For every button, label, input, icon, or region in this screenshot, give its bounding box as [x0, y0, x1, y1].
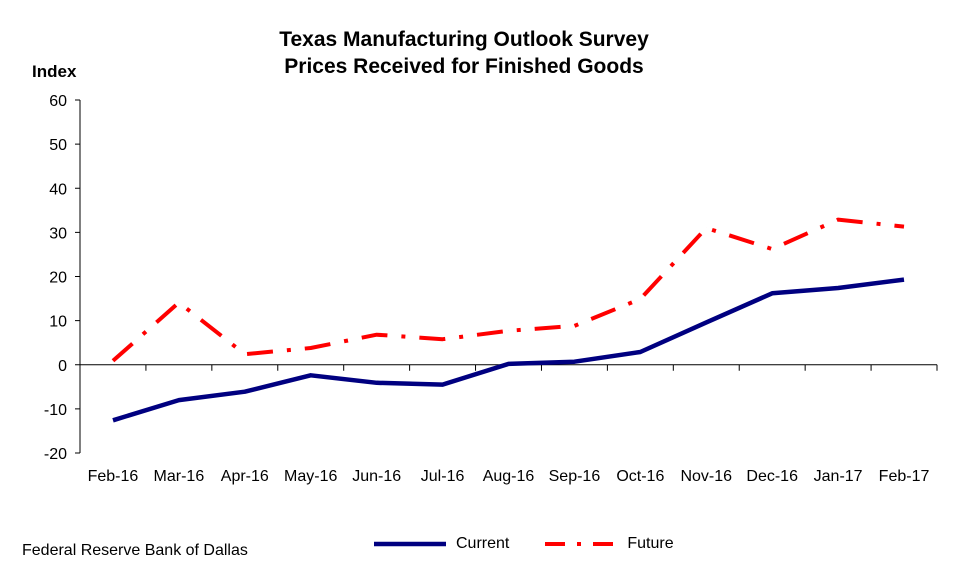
y-tick-label: 10 [49, 314, 67, 331]
x-tick-label: Mar-16 [154, 468, 205, 485]
x-tick-label: Feb-16 [88, 468, 139, 485]
x-tick-label: Feb-17 [879, 468, 930, 485]
y-tick-label: -20 [44, 446, 67, 463]
chart-title: Texas Manufacturing Outlook Survey [279, 28, 649, 51]
legend-label-future: Future [627, 535, 674, 552]
legend: Current Future [372, 535, 708, 553]
y-tick-label: 30 [49, 225, 67, 242]
y-tick-label: 0 [58, 358, 67, 375]
legend-item-future: Future [543, 535, 674, 553]
source-note: Federal Reserve Bank of Dallas [22, 542, 248, 559]
x-tick-label: Oct-16 [616, 468, 664, 485]
legend-swatch-future [545, 542, 618, 546]
x-tick-label: Sep-16 [549, 468, 601, 485]
series-line-current [112, 277, 905, 423]
y-tick-label: 50 [49, 137, 67, 154]
y-tick-label: -10 [44, 402, 67, 419]
legend-item-current: Current [372, 535, 509, 553]
x-tick-label: Nov-16 [680, 468, 732, 485]
legend-swatch-current [374, 541, 446, 547]
x-tick-label: Jul-16 [421, 468, 465, 485]
y-tick-label: 20 [49, 270, 67, 287]
chart-subtitle: Prices Received for Finished Goods [284, 55, 644, 78]
y-tick-label: 60 [49, 93, 67, 110]
y-tick-label: 40 [49, 181, 67, 198]
x-tick-label: Jun-16 [352, 468, 401, 485]
x-tick-label: Jan-17 [814, 468, 863, 485]
x-tick-label: Dec-16 [746, 468, 798, 485]
legend-label-current: Current [456, 535, 510, 552]
x-tick-label: May-16 [284, 468, 337, 485]
x-tick-label: Aug-16 [483, 468, 535, 485]
x-tick-label: Apr-16 [221, 468, 269, 485]
y-axis-label: Index [32, 62, 77, 81]
